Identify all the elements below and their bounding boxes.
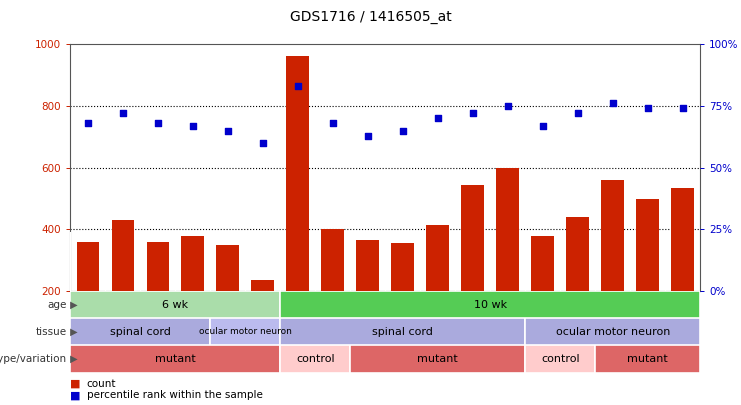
Point <box>502 102 514 109</box>
Text: 10 wk: 10 wk <box>473 300 507 310</box>
Bar <box>426 225 449 291</box>
Bar <box>216 245 239 291</box>
Point <box>292 83 304 90</box>
Bar <box>70 291 280 318</box>
Bar <box>147 242 169 291</box>
Text: mutant: mutant <box>417 354 458 364</box>
Text: ocular motor neuron: ocular motor neuron <box>556 327 670 337</box>
Point <box>397 127 409 134</box>
Point <box>152 120 164 126</box>
Bar <box>602 180 624 291</box>
Text: control: control <box>541 354 579 364</box>
Point <box>432 115 444 122</box>
Bar <box>462 185 484 291</box>
Bar <box>356 240 379 291</box>
Bar <box>525 318 700 345</box>
Text: spinal cord: spinal cord <box>373 327 433 337</box>
Bar <box>287 56 309 291</box>
Bar <box>70 345 280 373</box>
Point <box>536 122 548 129</box>
Point <box>607 100 619 107</box>
Bar <box>70 318 210 345</box>
Bar <box>566 217 589 291</box>
Bar <box>280 345 350 373</box>
Point <box>642 105 654 112</box>
Bar <box>595 345 700 373</box>
Point <box>257 140 269 146</box>
Bar <box>322 229 345 291</box>
Text: GDS1716 / 1416505_at: GDS1716 / 1416505_at <box>290 10 451 24</box>
Bar <box>531 236 554 291</box>
Bar <box>280 291 700 318</box>
Text: ocular motor neuron: ocular motor neuron <box>199 327 292 337</box>
Text: age: age <box>47 300 67 310</box>
Point <box>222 127 234 134</box>
Text: control: control <box>296 354 335 364</box>
Bar <box>637 198 659 291</box>
Text: percentile rank within the sample: percentile rank within the sample <box>87 390 262 400</box>
Bar <box>210 318 280 345</box>
Text: ▶: ▶ <box>67 300 78 310</box>
Point <box>677 105 688 112</box>
Text: ■: ■ <box>70 390 81 400</box>
Bar <box>76 242 99 291</box>
Text: ■: ■ <box>70 379 81 389</box>
Bar <box>111 220 134 291</box>
Bar <box>671 188 694 291</box>
Point <box>187 122 199 129</box>
Bar <box>496 168 519 291</box>
Point <box>572 110 584 117</box>
Text: mutant: mutant <box>628 354 668 364</box>
Point <box>327 120 339 126</box>
Point <box>467 110 479 117</box>
Bar <box>280 318 525 345</box>
Text: ▶: ▶ <box>67 354 78 364</box>
Text: mutant: mutant <box>155 354 196 364</box>
Text: tissue: tissue <box>36 327 67 337</box>
Text: spinal cord: spinal cord <box>110 327 171 337</box>
Bar <box>182 236 205 291</box>
Point <box>82 120 94 126</box>
Text: genotype/variation: genotype/variation <box>0 354 67 364</box>
Text: count: count <box>87 379 116 389</box>
Bar <box>525 345 595 373</box>
Point <box>117 110 129 117</box>
Text: 6 wk: 6 wk <box>162 300 188 310</box>
Point <box>362 132 373 139</box>
Bar <box>350 345 525 373</box>
Bar <box>391 243 414 291</box>
Text: ▶: ▶ <box>67 327 78 337</box>
Bar <box>251 280 274 291</box>
